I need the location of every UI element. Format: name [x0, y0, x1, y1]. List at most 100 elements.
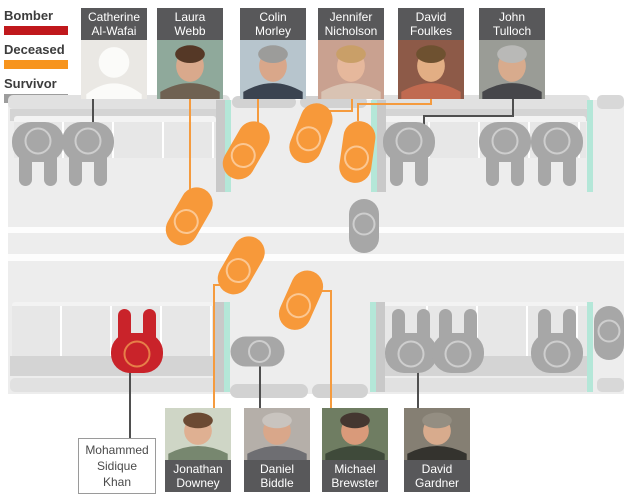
door-glass-teal [587, 302, 593, 392]
seat-row [12, 306, 214, 356]
connector-line [189, 98, 191, 198]
bomber-name-line: Mohammed [85, 443, 149, 457]
aisle-stripe [8, 254, 624, 261]
bomber-name-line: Sidique [96, 459, 138, 473]
person-name-label: Catherine Al-Wafai [81, 8, 147, 40]
person-last-name: Biddle [260, 476, 294, 490]
person-last-name: Nicholson [324, 24, 378, 38]
connector-line [329, 110, 353, 112]
person-last-name: Gardner [414, 476, 460, 490]
person-first-name: David [415, 10, 447, 24]
door-leaf [230, 384, 308, 398]
survivor-figure [225, 336, 286, 368]
connector-line [351, 98, 353, 112]
person-photo [81, 40, 147, 99]
door-pillar [376, 302, 385, 392]
person-card-david-foulkes: David Foulkes [398, 8, 464, 99]
person-photo [157, 40, 223, 99]
person-first-name: Catherine [87, 10, 141, 24]
person-first-name: Jonathan [173, 462, 223, 476]
person-card-jonathan-downey: Jonathan Downey [165, 408, 231, 492]
person-last-name: Brewster [331, 476, 379, 490]
survivor-figure [432, 304, 484, 373]
person-name-label: Laura Webb [157, 8, 223, 40]
survivor-figure [531, 304, 583, 373]
door-pillar [377, 100, 386, 192]
connector-line [417, 352, 419, 408]
survivor-figure [479, 122, 531, 191]
legend-swatch-bomber [4, 26, 68, 35]
person-first-name: Michael [334, 462, 376, 476]
person-first-name: Laura [174, 10, 206, 24]
legend-label-bomber: Bomber [4, 8, 54, 23]
survivor-figure [62, 122, 114, 191]
person-first-name: Colin [259, 10, 287, 24]
person-name-label: Jennifer Nicholson [318, 8, 384, 40]
legend-swatch-deceased [4, 60, 68, 69]
carriage-edge-bottom [597, 378, 624, 392]
person-name-label: Daniel Biddle [244, 460, 310, 492]
survivor-figure [383, 122, 435, 191]
person-card-laura-webb: Laura Webb [157, 8, 223, 99]
seat-back [378, 302, 588, 309]
door-glass-teal [224, 302, 230, 392]
person-card-david-gardner: David Gardner [404, 408, 470, 492]
person-card-colin-morley: Colin Morley [240, 8, 306, 99]
person-card-jennifer-nicholson: Jennifer Nicholson [318, 8, 384, 99]
person-last-name: Al-Wafai [91, 24, 137, 38]
person-photo [479, 40, 545, 99]
deceased-figure [156, 180, 220, 257]
bomber-figure [111, 304, 163, 373]
connector-line [512, 98, 514, 117]
connector-line [357, 103, 432, 105]
person-card-michael-brewster: Michael Brewster [322, 408, 388, 492]
connector-line [330, 290, 332, 408]
legend-label-survivor: Survivor [4, 76, 57, 91]
survivor-figure [531, 122, 583, 191]
deceased-figure [270, 264, 329, 341]
survivor-figure [12, 122, 64, 191]
deceased-figure [213, 114, 277, 191]
person-photo [165, 408, 231, 460]
person-photo [244, 408, 310, 460]
door-glass-teal [587, 100, 593, 192]
legend-label-deceased: Deceased [4, 42, 65, 57]
connector-line [259, 352, 261, 408]
door-leaf [232, 96, 296, 108]
person-last-name: Tulloch [492, 24, 532, 38]
carriage-wall [10, 356, 215, 376]
survivor-figure [593, 305, 624, 366]
door-leaf [312, 384, 368, 398]
door-glass-teal [225, 100, 231, 192]
connector-line [129, 364, 131, 438]
connector-line [213, 284, 215, 408]
door-pillar [216, 100, 225, 192]
person-card-daniel-biddle: Daniel Biddle [244, 408, 310, 492]
person-card-john-tulloch: John Tulloch [479, 8, 545, 99]
person-photo [322, 408, 388, 460]
person-photo [240, 40, 306, 99]
deceased-figure [208, 229, 272, 306]
carriage-edge-bottom [10, 378, 228, 392]
person-first-name: John [498, 10, 526, 24]
seat-back [14, 116, 216, 124]
door-pillar [215, 302, 224, 392]
carriage-edge-top [597, 95, 624, 109]
carriage-edge-bottom [372, 378, 590, 392]
person-name-label: John Tulloch [479, 8, 545, 40]
person-last-name: Webb [174, 24, 206, 38]
person-photo [398, 40, 464, 99]
person-first-name: Daniel [259, 462, 295, 476]
person-first-name: Jennifer [329, 10, 373, 24]
door-glass-teal [370, 302, 376, 392]
bomber-name-box: Mohammed Sidique Khan [78, 438, 156, 494]
seat-back [380, 116, 586, 124]
person-card-catherine-alwafai: Catherine Al-Wafai [81, 8, 147, 99]
aisle-stripe [8, 227, 624, 233]
bomber-name-line: Khan [102, 475, 132, 489]
deceased-figure [335, 118, 378, 191]
person-name-label: Jonathan Downey [165, 460, 231, 492]
person-name-label: Michael Brewster [322, 460, 388, 492]
person-first-name: David [421, 462, 453, 476]
